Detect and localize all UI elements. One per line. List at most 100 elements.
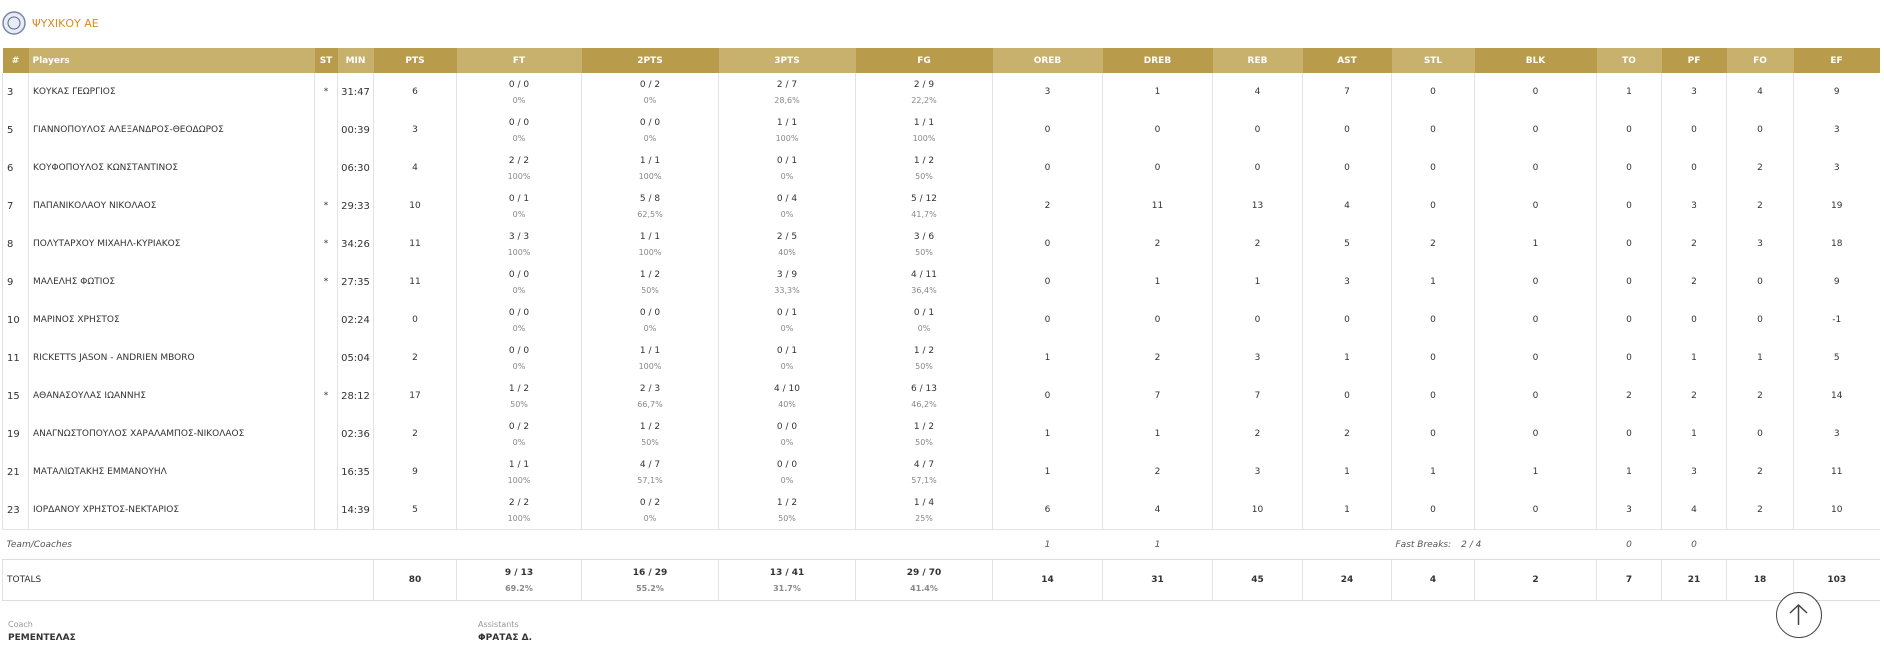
player-row: 6 ΚΟΥΦΟΠΟΥΛΟΣ ΚΩΝΣΤΑΝΤΙΝΟΣ 06:30 4 2 / 2 100%… (2, 149, 1880, 187)
value: 10 (1831, 505, 1843, 515)
value: 18 (1831, 239, 1843, 249)
value: 0 (1532, 429, 1539, 439)
cell: 9 (1793, 73, 1880, 111)
value: 6 (7, 162, 14, 174)
shot-pct: 25% (915, 513, 933, 523)
cell: 6 (992, 491, 1103, 530)
value: * (323, 391, 329, 401)
value: 2 (1757, 163, 1763, 173)
scroll-top-button[interactable] (1776, 592, 1822, 638)
cell: 0 (1212, 301, 1303, 339)
totals-label: TOTALS (2, 559, 374, 601)
value: 0 (1757, 125, 1763, 135)
header-cell: EF (1793, 48, 1880, 73)
cell: 0 (1474, 301, 1597, 339)
cell: 0 (1474, 111, 1597, 149)
cell: 2 (1212, 415, 1303, 453)
cell: 21 (1661, 559, 1727, 601)
value: * (323, 87, 329, 97)
shot-made: 4 / 11 (911, 269, 937, 280)
cell: 1 (992, 453, 1103, 491)
value: 0 (1044, 239, 1051, 249)
cell: 1 / 1 100% (581, 225, 719, 263)
shot-pct: 100% (507, 171, 531, 181)
value: 2 (1757, 201, 1763, 211)
cell: 4 / 11 36,4% (855, 263, 993, 301)
shot-made: 6 / 13 (911, 383, 937, 394)
cell: 0 (992, 149, 1103, 187)
shot-pct: 0% (780, 437, 794, 447)
value: ΑΝΑΓΝΩΣΤΟΠΟΥΛΟΣ ΧΑΡΑΛΑΜΠΟΣ-ΝΙΚΟΛΑΟΣ (33, 429, 245, 439)
value: 5 (1344, 239, 1350, 249)
cell (314, 301, 338, 339)
cell: 0 (1726, 111, 1794, 149)
cell: 9 (373, 453, 457, 491)
shot-made: 3 / 9 (776, 269, 798, 280)
cell: 2 / 5 40% (718, 225, 856, 263)
header-cell: MIN (337, 48, 374, 73)
cell: 0 (1102, 301, 1213, 339)
value: 0 (1430, 353, 1436, 363)
cell: 19 (1793, 187, 1880, 225)
cell: 0 / 2 0% (456, 415, 582, 453)
value: 1 (1044, 353, 1051, 363)
cell: 45 (1212, 559, 1303, 601)
cell: 0 / 1 0% (718, 301, 856, 339)
shot-pct: 36,4% (911, 285, 937, 295)
cell: 8 (2, 225, 29, 263)
cell: 24 (1302, 559, 1392, 601)
value: 0 (1532, 391, 1539, 401)
value: 3 (412, 125, 418, 135)
cell: 1 (992, 415, 1103, 453)
cell: 0 (1391, 491, 1475, 530)
cell: 1 / 2 50% (718, 491, 856, 530)
cell (1212, 529, 1392, 560)
cell: 15 (2, 377, 29, 415)
cell: 0 (1661, 301, 1727, 339)
value: 0 (1532, 125, 1539, 135)
cell: 0 (1212, 111, 1303, 149)
cell: ΚΟΥΦΟΠΟΥΛΟΣ ΚΩΝΣΤΑΝΤΙΝΟΣ (28, 149, 315, 187)
value: 0 (1757, 315, 1763, 325)
shot-made: 0 / 4 (776, 193, 798, 204)
cell: 11 (373, 225, 457, 263)
cell: * (314, 187, 338, 225)
shot-pct: 50% (641, 437, 659, 447)
value: 1 (1154, 539, 1161, 550)
value: 9 (1833, 87, 1840, 97)
cell: 19 (2, 415, 29, 453)
shot-made: 0 / 0 (508, 79, 530, 90)
cell: 1 (1302, 339, 1392, 377)
player-row: 19 ΑΝΑΓΝΩΣΤΟΠΟΥΛΟΣ ΧΑΡΑΛΑΜΠΟΣ-ΝΙΚΟΛΑΟΣ 02:… (2, 415, 1880, 453)
shot-pct: 41,7% (911, 209, 937, 219)
player-row: 15 ΑΘΑΝΑΣΟΥΛΑΣ ΙΩΑΝΝΗΣ * 28:12 17 1 / 2 50% 2 /… (2, 377, 1880, 415)
cell: 2 (1212, 225, 1303, 263)
value: 1 (1154, 429, 1161, 439)
value: 7 (1154, 391, 1161, 401)
cell: ΠΑΠΑΝΙΚΟΛΑΟΥ ΝΙΚΟΛΑΟΣ (28, 187, 315, 225)
cell: 0 / 0 0% (456, 263, 582, 301)
shot-pct: 0% (512, 133, 526, 143)
value: 10 (409, 201, 421, 211)
shot-made: 0 / 2 (639, 79, 661, 90)
cell: -1 (1793, 301, 1880, 339)
shot-pct: 0% (780, 323, 794, 333)
cell: 7 (1302, 73, 1392, 111)
value: 0 (1532, 201, 1539, 211)
value: 18 (1753, 575, 1767, 585)
value: 1 (1626, 467, 1632, 477)
cell: 1 (992, 339, 1103, 377)
header-cell: STL (1391, 48, 1475, 73)
value: 11 (409, 239, 421, 249)
header-cell: Players (28, 48, 315, 73)
cell: 1 / 2 50% (855, 339, 993, 377)
value: 0 (1532, 163, 1539, 173)
cell: 2 / 9 22,2% (855, 73, 993, 111)
value: 0 (1430, 201, 1436, 211)
value: 13 (1251, 201, 1264, 211)
value: 8 (7, 238, 14, 250)
value: 0 (1757, 277, 1763, 287)
value: 1 (1044, 539, 1051, 550)
shot-made: 3 / 6 (913, 231, 935, 242)
cell: ΙΟΡΔΑΝΟΥ ΧΡΗΣΤΟΣ-ΝΕΚΤΑΡΙΟΣ (28, 491, 315, 530)
